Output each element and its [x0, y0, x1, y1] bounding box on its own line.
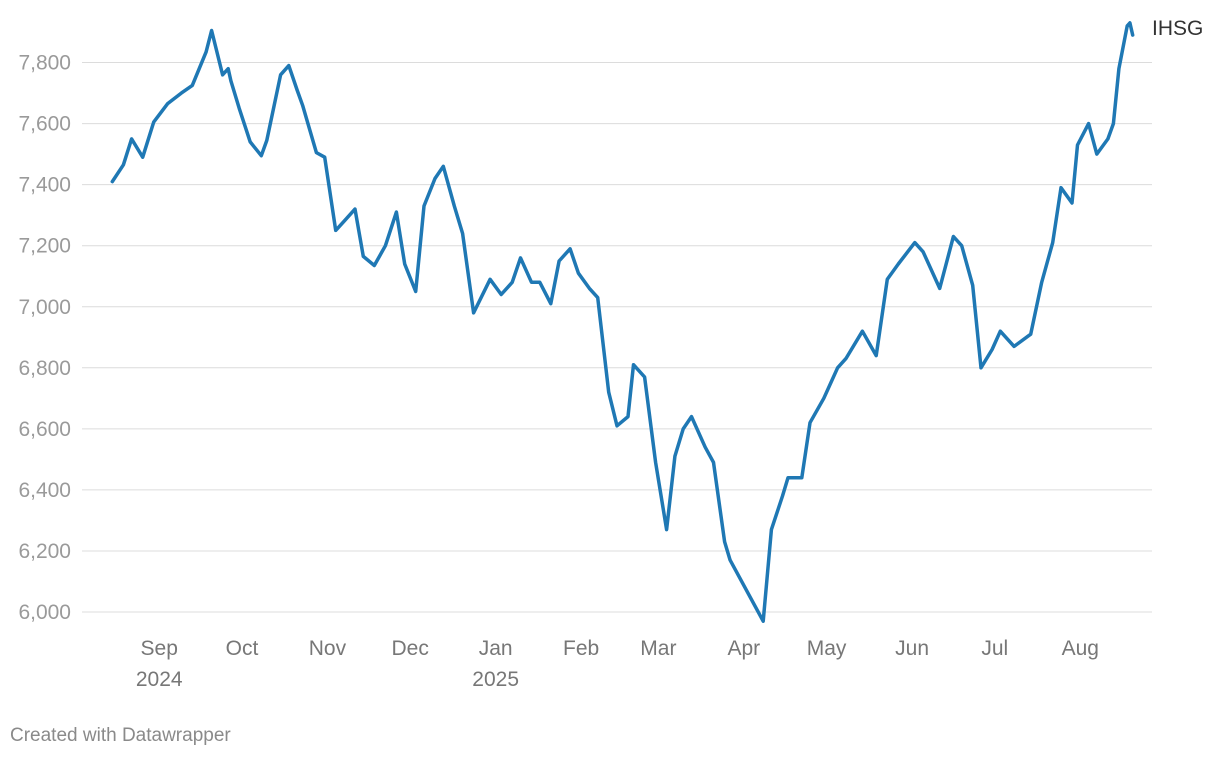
x-tick-labels: Sep 2024 Oct Nov Dec Jan 2025 Feb Mar Apr May Jun Ju…	[136, 637, 1099, 691]
y-tick-label: 7,000	[18, 296, 71, 319]
x-tick-label: Jan	[479, 637, 513, 660]
x-tick-label: Nov	[309, 637, 347, 660]
x-tick-sublabel: 2024	[136, 668, 183, 691]
series-labels: IHSG	[1152, 17, 1203, 40]
series-lines	[110, 21, 1135, 623]
y-gridlines	[82, 62, 1152, 613]
y-tick-label: 6,000	[18, 601, 71, 624]
y-tick-label: 7,600	[18, 113, 71, 136]
y-tick-label: 7,400	[18, 174, 71, 197]
x-tick-label: May	[807, 637, 847, 660]
y-tick-label: 6,600	[18, 418, 71, 441]
x-tick-label: Sep	[141, 637, 178, 660]
line-chart: 6,000 6,200 6,400 6,600 6,800 7,000 7,200 7,400…	[18, 17, 1203, 691]
series-label: IHSG	[1152, 17, 1203, 40]
y-tick-label: 7,800	[18, 52, 71, 75]
x-tick-label: Jul	[981, 637, 1008, 660]
y-tick-label: 7,200	[18, 235, 71, 258]
y-tick-labels: 6,000 6,200 6,400 6,600 6,800 7,000 7,200 7,400…	[18, 52, 71, 624]
y-tick-label: 6,200	[18, 540, 71, 563]
x-tick-label: Aug	[1062, 637, 1099, 660]
y-tick-label: 6,400	[18, 479, 71, 502]
x-tick-label: Oct	[226, 637, 259, 660]
credit-text: Created with Datawrapper	[10, 725, 231, 746]
y-tick-label: 6,800	[18, 357, 71, 380]
x-tick-label: Feb	[563, 637, 599, 660]
x-tick-label: Mar	[640, 637, 676, 660]
x-tick-label: Dec	[391, 637, 428, 660]
x-tick-label: Jun	[895, 637, 929, 660]
x-tick-label: Apr	[728, 637, 761, 660]
series-line-ihsg	[110, 21, 1135, 623]
x-tick-sublabel: 2025	[472, 668, 519, 691]
